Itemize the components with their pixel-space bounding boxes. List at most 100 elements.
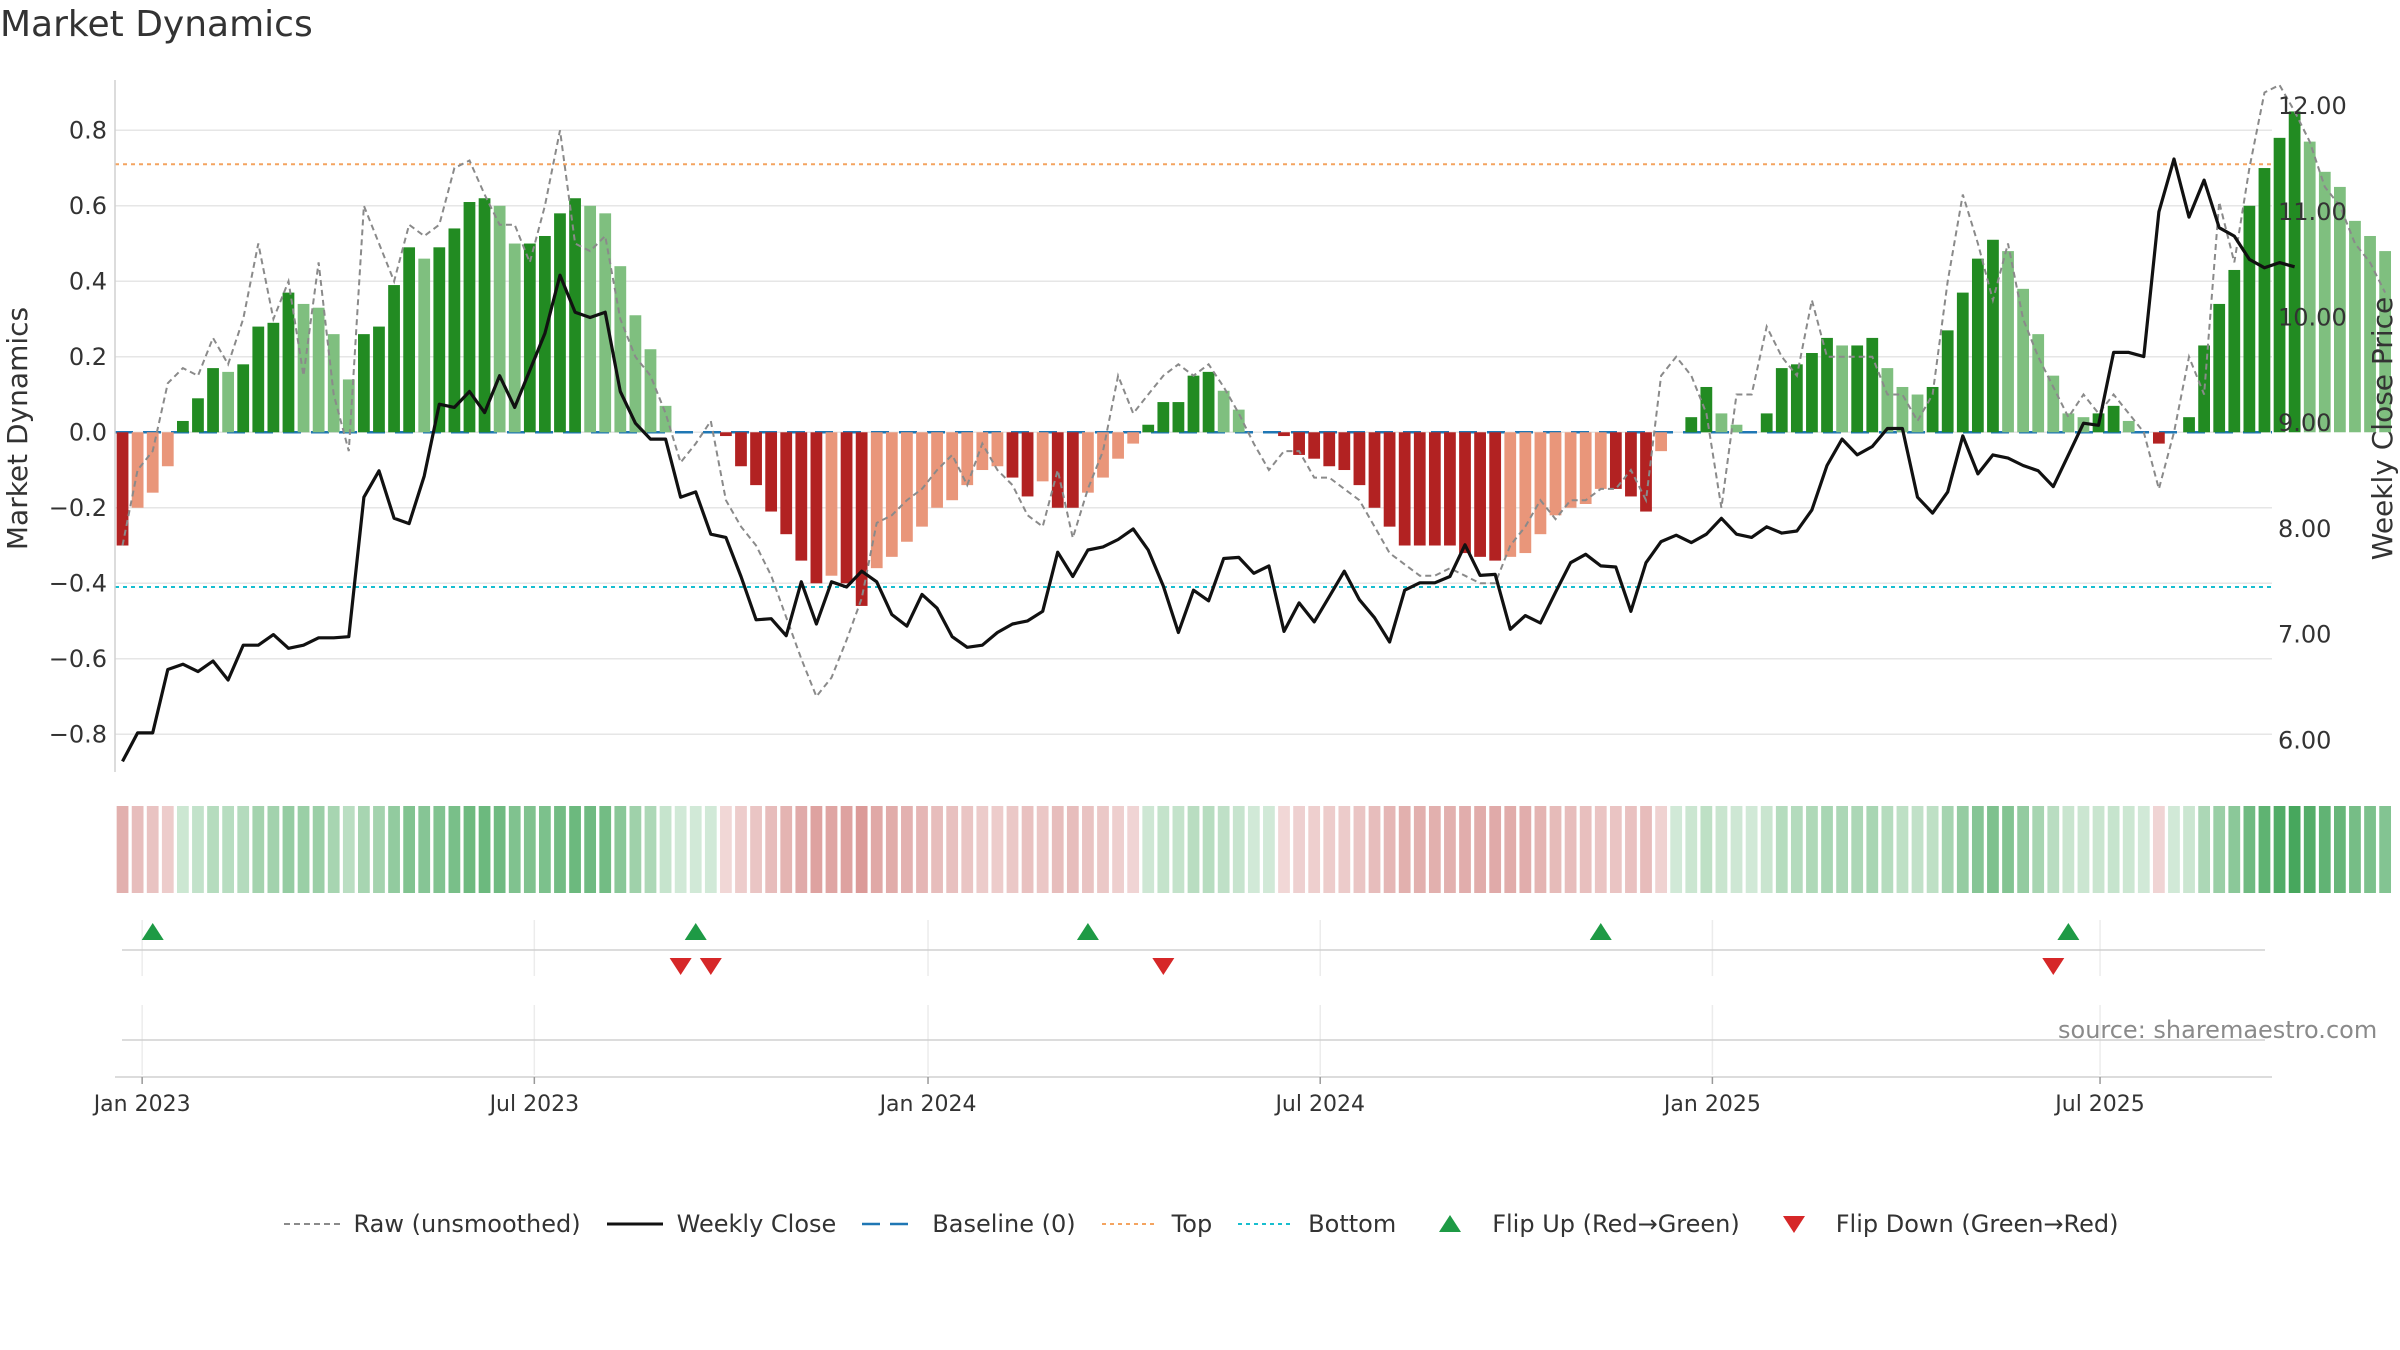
flip-down-marker: [669, 958, 692, 975]
flip-down-marker: [1152, 958, 1175, 975]
regime-cell: [1534, 806, 1547, 893]
regime-cell: [1609, 806, 1622, 893]
regime-cell: [1172, 806, 1185, 893]
dynamics-bar: [1474, 432, 1486, 557]
dynamics-bar: [1609, 432, 1622, 489]
dynamics-bar: [1866, 337, 1879, 433]
x-tick-label: Jul 2024: [1273, 1092, 1365, 1117]
dynamics-bar: [720, 432, 732, 437]
dynamics-bar: [1655, 432, 1667, 452]
dynamics-bar: [2047, 375, 2060, 433]
regime-cell: [991, 806, 1004, 893]
regime-cell: [1097, 806, 1109, 893]
y2-tick-label: 10.00: [2278, 304, 2347, 332]
regime-cell: [2032, 806, 2045, 893]
regime-cell: [735, 806, 747, 893]
legend-item-bottom: Bottom: [1236, 1210, 1396, 1238]
regime-cell: [2002, 806, 2014, 893]
y-tick-label: −0.2: [49, 494, 107, 522]
regime-cell: [1760, 806, 1773, 893]
dynamics-bar: [885, 432, 898, 557]
flip-down-marker: [699, 958, 722, 975]
dynamics-bar: [161, 432, 174, 467]
regime-cell: [1790, 806, 1803, 893]
dynamics-bar: [1700, 386, 1713, 433]
dynamics-bar: [1293, 432, 1305, 455]
regime-cell: [2198, 806, 2211, 893]
dynamics-bar: [448, 228, 461, 433]
y2-tick-label: 6.00: [2278, 726, 2331, 754]
regime-cell: [946, 806, 959, 893]
dotted-cyan-swatch-icon: [1238, 1223, 1295, 1225]
regime-cell: [825, 806, 838, 893]
axis-layer: −0.8 −0.6 −0.4 −0.2 0.0 0.2 0.4 0.6 0.8 6.00 7.00 8…: [1, 80, 2399, 772]
dynamics-bar: [1202, 371, 1215, 433]
regime-cell: [2379, 806, 2392, 893]
dynamics-bar: [1413, 432, 1426, 546]
bar-layer: [116, 111, 2392, 606]
dynamics-bar: [1730, 424, 1743, 433]
regime-cell: [2258, 806, 2271, 893]
regime-cell: [1217, 806, 1230, 893]
dynamics-bar: [403, 247, 416, 433]
y-tick-label: 0.4: [69, 267, 107, 295]
flip-down-marker: [2042, 958, 2065, 975]
y-axis-title: Market Dynamics: [1, 307, 34, 550]
dynamics-bar: [1579, 432, 1592, 504]
dynamics-bar: [1308, 432, 1321, 459]
regime-cell: [659, 806, 672, 893]
dynamics-bar: [312, 307, 325, 433]
regime-cell: [1428, 806, 1441, 893]
x-tick-label: Jul 2023: [488, 1092, 580, 1117]
dynamics-bar: [2243, 205, 2256, 433]
regime-strip: [116, 806, 2392, 893]
dynamics-bar: [1006, 432, 1019, 478]
dynamics-bar: [327, 334, 340, 433]
dynamics-bar: [840, 432, 853, 584]
regime-cell: [1806, 806, 1818, 893]
regime-cell: [448, 806, 461, 893]
dynamics-bar: [1082, 432, 1094, 493]
regime-cell: [207, 806, 219, 893]
regime-cell: [1655, 806, 1667, 893]
regime-cell: [765, 806, 778, 893]
dynamics-bar: [1971, 258, 1984, 433]
regime-cell: [2168, 806, 2180, 893]
dynamics-bar: [2032, 334, 2045, 433]
regime-cell: [1564, 806, 1577, 893]
dynamics-bar: [554, 213, 566, 433]
y2-tick-label: 12.00: [2278, 92, 2347, 120]
regime-cell: [2364, 806, 2376, 893]
legend-item-raw: Raw (unsmoothed): [282, 1210, 581, 1238]
dynamics-bar: [1172, 402, 1185, 433]
y2-tick-label: 9.00: [2278, 409, 2331, 437]
triangle-down-red-swatch-icon: [1782, 1216, 1805, 1233]
dynamics-bar: [1836, 345, 1848, 433]
regime-cell: [1836, 806, 1848, 893]
dynamics-bar: [614, 266, 627, 433]
dynamics-bar: [146, 432, 159, 493]
dynamics-bar: [1368, 432, 1381, 508]
regime-cell: [704, 806, 717, 893]
regime-cell: [1036, 806, 1049, 893]
regime-cell: [1157, 806, 1170, 893]
line-layer: [121, 83, 2386, 763]
flip-up-marker: [684, 923, 707, 940]
regime-cell: [267, 806, 280, 893]
dynamics-bar: [2228, 269, 2241, 433]
dynamics-bar: [2152, 432, 2165, 444]
regime-cell: [539, 806, 551, 893]
regime-cell: [1383, 806, 1396, 893]
regime-cell: [1987, 806, 1999, 893]
regime-cell: [674, 806, 687, 893]
dynamics-bar: [463, 202, 476, 433]
regime-cell: [2017, 806, 2029, 893]
dynamics-bar: [508, 243, 521, 433]
regime-cell: [2077, 806, 2090, 893]
dynamics-bar: [116, 432, 129, 546]
dynamics-bar: [1926, 386, 1939, 433]
dynamics-bar: [916, 432, 928, 527]
market-dynamics-chart: −0.8 −0.6 −0.4 −0.2 0.0 0.2 0.4 0.6 0.8 6.00 7.00 8…: [1, 80, 2399, 1117]
regime-cell: [131, 806, 144, 893]
regime-cell: [2303, 806, 2316, 893]
